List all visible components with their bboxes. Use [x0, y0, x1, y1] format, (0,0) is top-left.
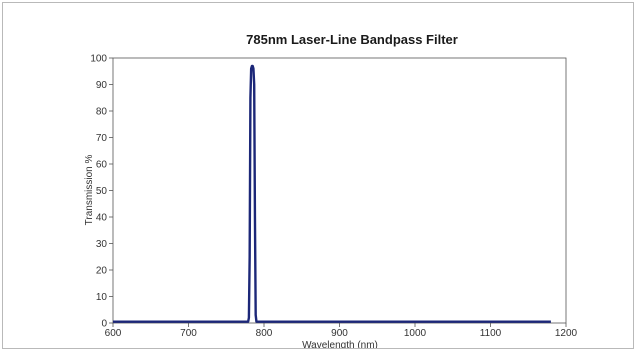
y-tick-label: 0 [101, 319, 107, 330]
chart-title: 785nm Laser-Line Bandpass Filter [246, 32, 458, 47]
x-tick-label: 800 [256, 328, 273, 339]
y-tick-label: 40 [96, 213, 108, 224]
y-tick-label: 60 [96, 160, 108, 171]
x-tick-label: 900 [331, 328, 348, 339]
x-tick-label: 1200 [555, 328, 578, 339]
y-axis: 0 10 20 30 40 50 60 70 80 90 100 [90, 54, 113, 330]
x-tick-label: 600 [105, 328, 122, 339]
y-tick-label: 30 [96, 239, 108, 250]
series-group [113, 64, 551, 323]
transmission-chart: 785nm Laser-Line Bandpass Filter 0 10 20 30… [84, 32, 578, 348]
x-axis-label: Wavelength (nm) [302, 340, 378, 348]
y-tick-label: 20 [96, 266, 108, 277]
x-tick-label: 1000 [404, 328, 427, 339]
y-tick-label: 80 [96, 107, 108, 118]
y-tick-label: 70 [96, 133, 108, 144]
x-axis: 600 700 800 900 1000 1100 1200 [105, 323, 578, 339]
y-axis-label: Transmission % [84, 155, 95, 226]
transmission-line [113, 64, 551, 323]
x-tick-label: 700 [180, 328, 197, 339]
x-tick-label: 1100 [480, 328, 502, 339]
plot-area [112, 57, 567, 324]
chart-frame: 785nm Laser-Line Bandpass Filter 0 10 20 30… [2, 2, 634, 349]
y-tick-label: 90 [96, 80, 108, 91]
y-tick-label: 100 [90, 54, 107, 65]
y-tick-label: 10 [96, 292, 108, 303]
y-tick-label: 50 [96, 186, 108, 197]
